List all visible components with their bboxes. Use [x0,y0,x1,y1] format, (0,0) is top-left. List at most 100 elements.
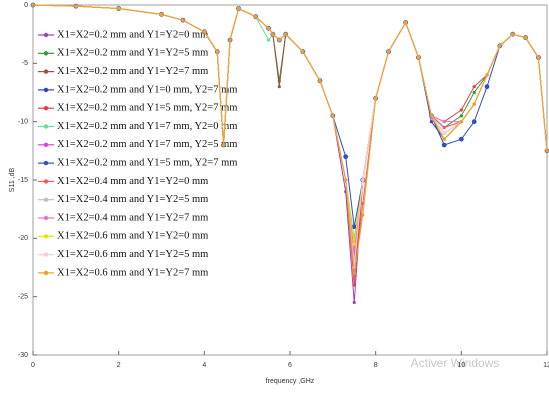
data-point [352,248,356,252]
legend-marker [43,69,49,74]
legend-marker [43,179,49,184]
data-point [181,18,185,22]
legend-label: X1=X2=0.6 mm and Y1=Y2=7 mm [57,267,208,278]
data-point [74,4,78,8]
y-tick-label: -25 [18,294,28,301]
x-tick-label: 8 [374,362,378,369]
legend-label: X1=X2=0.2 mm and Y1=Y2=7 mm [57,66,208,77]
data-point [159,12,164,16]
data-point [344,178,348,182]
x-tick-label: 6 [288,362,292,369]
legend-label: X1=X2=0.2 mm and Y1=Y2=5 mm [57,48,208,59]
data-point [441,142,447,148]
legend-marker [43,215,49,221]
data-point [386,50,391,54]
legend-marker [43,87,49,93]
data-point [484,84,490,90]
data-point [472,102,476,106]
data-point [266,38,271,42]
y-tick-label: -5 [22,60,28,67]
data-point [271,32,275,36]
data-point [331,114,335,118]
data-point [442,137,446,141]
legend-marker [43,51,49,56]
y-tick-label: 0 [24,2,28,9]
data-point [352,271,356,275]
data-point [523,36,528,40]
data-point [511,32,515,36]
data-point [284,32,288,36]
legend-label: X1=X2=0.2 mm and Y1=7 mm, Y2=5 mm [57,139,237,150]
legend-label: X1=X2=0.2 mm and Y1=5 mm, Y2=7 mm [57,103,237,114]
data-point [352,242,356,246]
data-point [442,120,446,124]
legend-marker [43,124,49,129]
data-point [343,154,349,160]
data-point [254,15,258,19]
legend-marker [43,197,49,202]
data-point [361,178,365,182]
data-point [458,136,464,142]
y-axis-label: S11 ,dB [9,167,16,192]
y-tick-label: -20 [18,235,28,242]
data-point [459,114,463,118]
data-point [301,50,305,54]
data-point [31,3,35,7]
data-point [485,73,489,77]
data-point [228,38,232,42]
data-point [352,283,356,287]
data-point [318,79,322,83]
legend-marker [43,32,49,38]
data-point [277,85,281,89]
data-point [498,44,502,48]
legend-marker [43,252,49,257]
legend-label: X1=X2=0.4 mm and Y1=Y2=5 mm [57,194,208,205]
data-point [472,90,476,95]
data-point [352,277,356,281]
data-point [222,143,226,147]
y-tick-label: -30 [18,352,28,359]
data-point [202,30,206,34]
data-point [277,38,281,42]
x-axis-label: frequency ,GHz [266,378,315,385]
legend-label: X1=X2=0.2 mm and Y1=7 mm, Y2=0 mm [57,121,237,132]
data-point [459,120,463,124]
legend-label: X1=X2=0.4 mm and Y1=Y2=7 mm [57,212,208,223]
y-tick-label: -15 [18,177,28,184]
data-point [442,131,446,135]
data-point [404,20,408,25]
data-point [416,55,421,60]
data-point [545,149,549,153]
data-point [215,50,219,54]
legend-marker [43,142,49,147]
data-point [237,6,241,11]
x-tick-label: 10 [457,362,465,369]
data-point [471,119,477,125]
legend-marker [43,270,49,276]
data-point [442,125,446,130]
data-point [472,85,476,89]
legend-label: X1=X2=0.2 mm and Y1=Y2=0 mm [57,29,208,40]
x-tick-label: 0 [31,362,35,369]
y-tick-label: -10 [18,119,28,126]
legend-label: X1=X2=0.6 mm and Y1=Y2=0 mm [57,231,208,242]
legend-label: X1=X2=0.6 mm and Y1=Y2=5 mm [57,249,208,260]
legend-label: X1=X2=0.2 mm and Y1=5 mm, Y2=7 mm [57,158,237,169]
legend-label: X1=X2=0.4 mm and Y1=Y2=0 mm [57,176,208,187]
watermark: Activer Windows [411,356,500,370]
data-point [117,6,121,11]
data-point [352,300,356,305]
x-tick-label: 2 [117,362,121,369]
data-point [361,213,365,217]
data-point [266,26,271,30]
legend-marker [43,106,49,111]
x-tick-label: 4 [202,362,206,369]
legend-marker [43,234,49,239]
legend-marker [43,160,49,166]
x-tick-label: 12 [543,362,549,369]
legend-label: X1=X2=0.2 mm and Y1=0 mm, Y2=7 mm [57,84,237,95]
data-point [351,224,357,230]
data-point [374,96,378,100]
